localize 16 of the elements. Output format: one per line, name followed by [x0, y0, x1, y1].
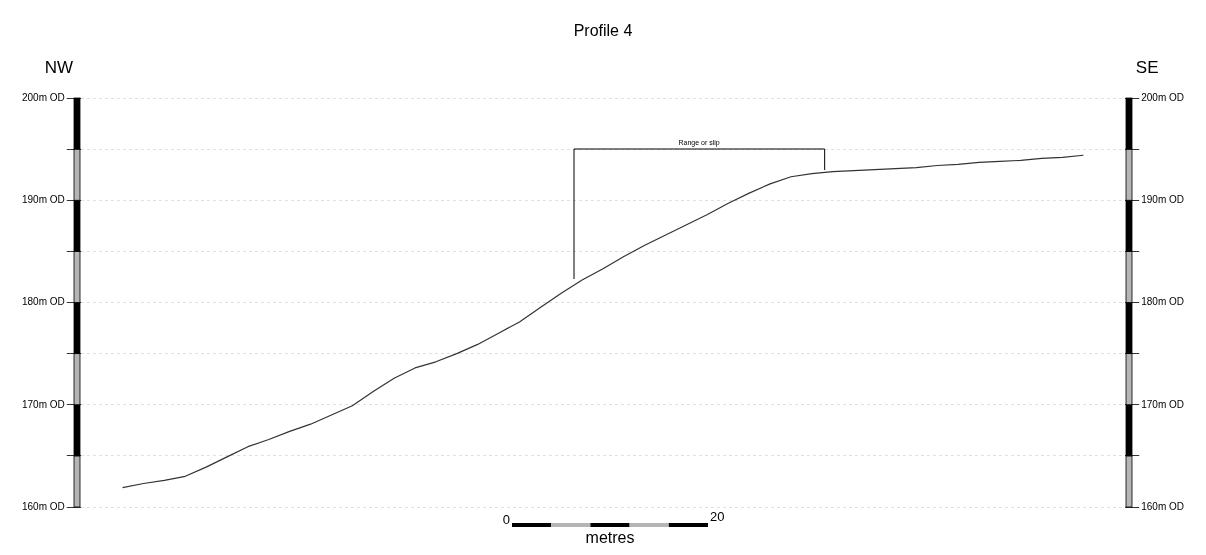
text: 20: [710, 509, 725, 524]
text: metres: [585, 529, 635, 546]
y-tick-label: 170m OD: [22, 398, 65, 410]
text: 0: [502, 512, 510, 527]
y-tick-label: 190m OD: [22, 194, 65, 205]
text: NW: [44, 58, 73, 77]
y2-tick-label: 200m OD: [1141, 91, 1184, 103]
y2-tick-label: 160m OD: [1141, 500, 1184, 512]
y-tick-label: 160m OD: [22, 500, 65, 512]
text: SE: [1135, 58, 1159, 77]
y-tick-label: 180m OD: [22, 296, 65, 308]
chart-title: Profile 4: [573, 22, 633, 39]
y2-tick-label: 180m OD: [1141, 296, 1184, 308]
y-tick-label: 200m OD: [22, 91, 65, 103]
y2-tick-label: 170m OD: [1141, 398, 1184, 410]
y2-tick-label: 190m OD: [1141, 194, 1184, 205]
